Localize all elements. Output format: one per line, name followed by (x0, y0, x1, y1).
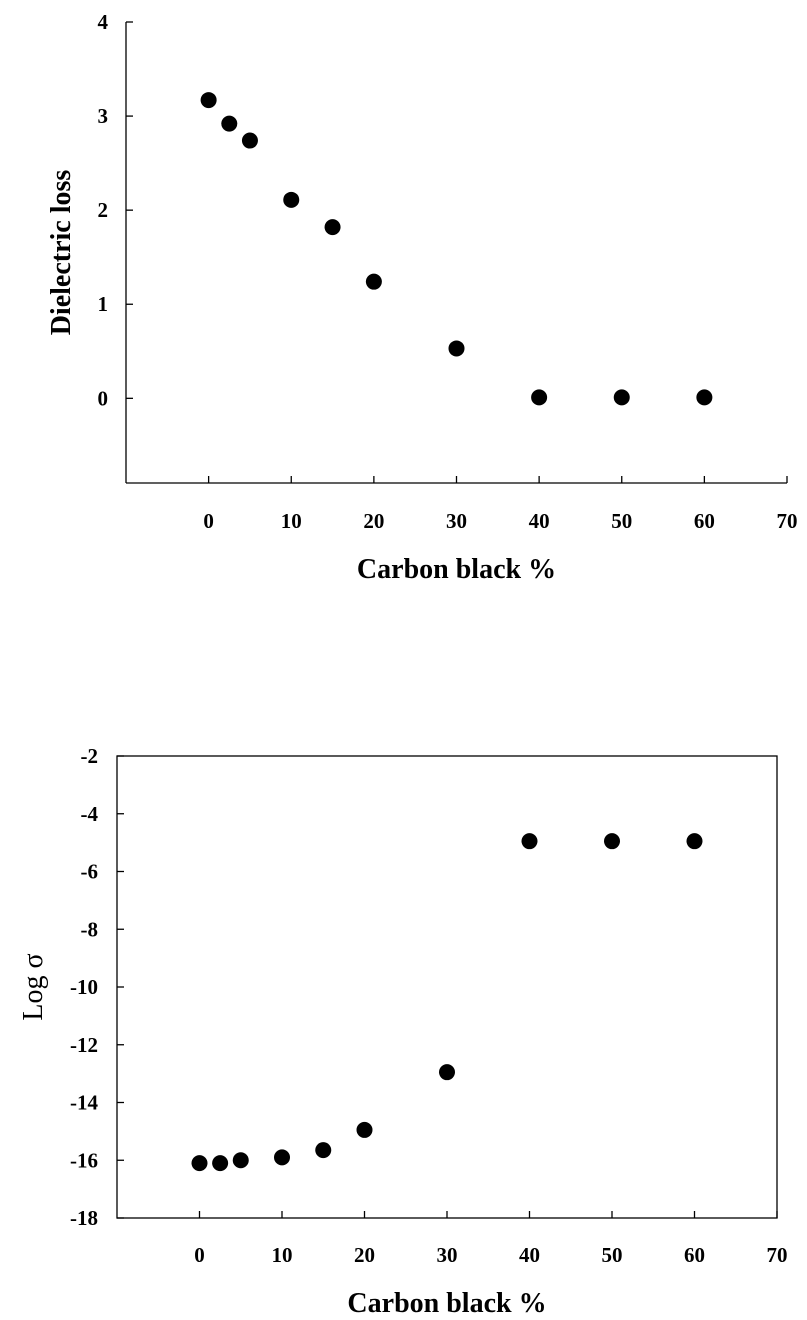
data-point (232, 1152, 249, 1169)
data-point (221, 115, 238, 132)
x-tick-label: 40 (529, 509, 550, 533)
x-tick-label: 30 (437, 1243, 458, 1267)
y-tick-label: 2 (98, 198, 109, 222)
data-point (521, 833, 538, 850)
y-tick-label: -4 (81, 802, 99, 826)
data-point (356, 1121, 373, 1138)
x-tick-label: 60 (694, 509, 715, 533)
x-tick-label: 40 (519, 1243, 540, 1267)
x-tick-label: 10 (272, 1243, 293, 1267)
x-tick-label: 20 (363, 509, 384, 533)
y-tick-label: -6 (81, 860, 99, 884)
x-tick-label: 30 (446, 509, 467, 533)
data-point (212, 1155, 229, 1172)
x-axis-title: Carbon black % (357, 554, 556, 585)
x-tick-label: 0 (203, 509, 214, 533)
x-tick-label: 10 (281, 509, 302, 533)
y-tick-label: -10 (70, 975, 98, 999)
x-tick-label: 50 (602, 1243, 623, 1267)
data-point (613, 389, 630, 406)
y-tick-label: -2 (81, 744, 99, 768)
data-point (604, 833, 620, 850)
y-tick-label: 1 (98, 292, 109, 316)
y-tick-label: -8 (81, 917, 99, 941)
plot-frame (116, 755, 778, 1219)
y-tick-label: -12 (70, 1033, 98, 1057)
x-axis-title: Carbon black % (347, 1288, 546, 1319)
data-point (274, 1149, 290, 1166)
data-point (365, 273, 382, 290)
data-point (324, 219, 341, 236)
data-point (686, 833, 703, 850)
y-tick-label: 4 (98, 10, 109, 34)
y-axis-title: Log σ (18, 953, 49, 1020)
y-tick-label: 0 (98, 386, 109, 410)
data-point (315, 1142, 332, 1159)
x-tick-label: 50 (611, 509, 632, 533)
data-point (200, 92, 217, 109)
data-point (531, 389, 548, 406)
x-tick-label: 20 (354, 1243, 375, 1267)
y-tick-label: -18 (70, 1206, 98, 1230)
dielectric-loss-chart: 0 10 20 30 40 50 60 70 0 1 2 3 4 Carbon black % Dielec… (46, 10, 798, 585)
data-point (283, 191, 300, 208)
x-tick-label: 70 (767, 1243, 788, 1267)
data-point (191, 1155, 208, 1172)
data-point (241, 132, 258, 149)
x-tick-label: 0 (194, 1243, 205, 1267)
data-point (439, 1064, 455, 1081)
data-point (696, 389, 713, 406)
y-tick-label: 3 (98, 104, 109, 128)
x-tick-label: 60 (684, 1243, 705, 1267)
log-conductivity-chart: 0 10 20 30 40 50 60 70 -2 -4 -6 -8 -10 -12 -14 -16 -18 Ca… (18, 744, 788, 1319)
y-tick-label: -16 (70, 1148, 98, 1172)
y-axis-title: Dielectric loss (46, 170, 77, 336)
data-point (448, 340, 465, 357)
y-tick-label: -14 (70, 1091, 98, 1115)
x-tick-label: 70 (777, 509, 798, 533)
